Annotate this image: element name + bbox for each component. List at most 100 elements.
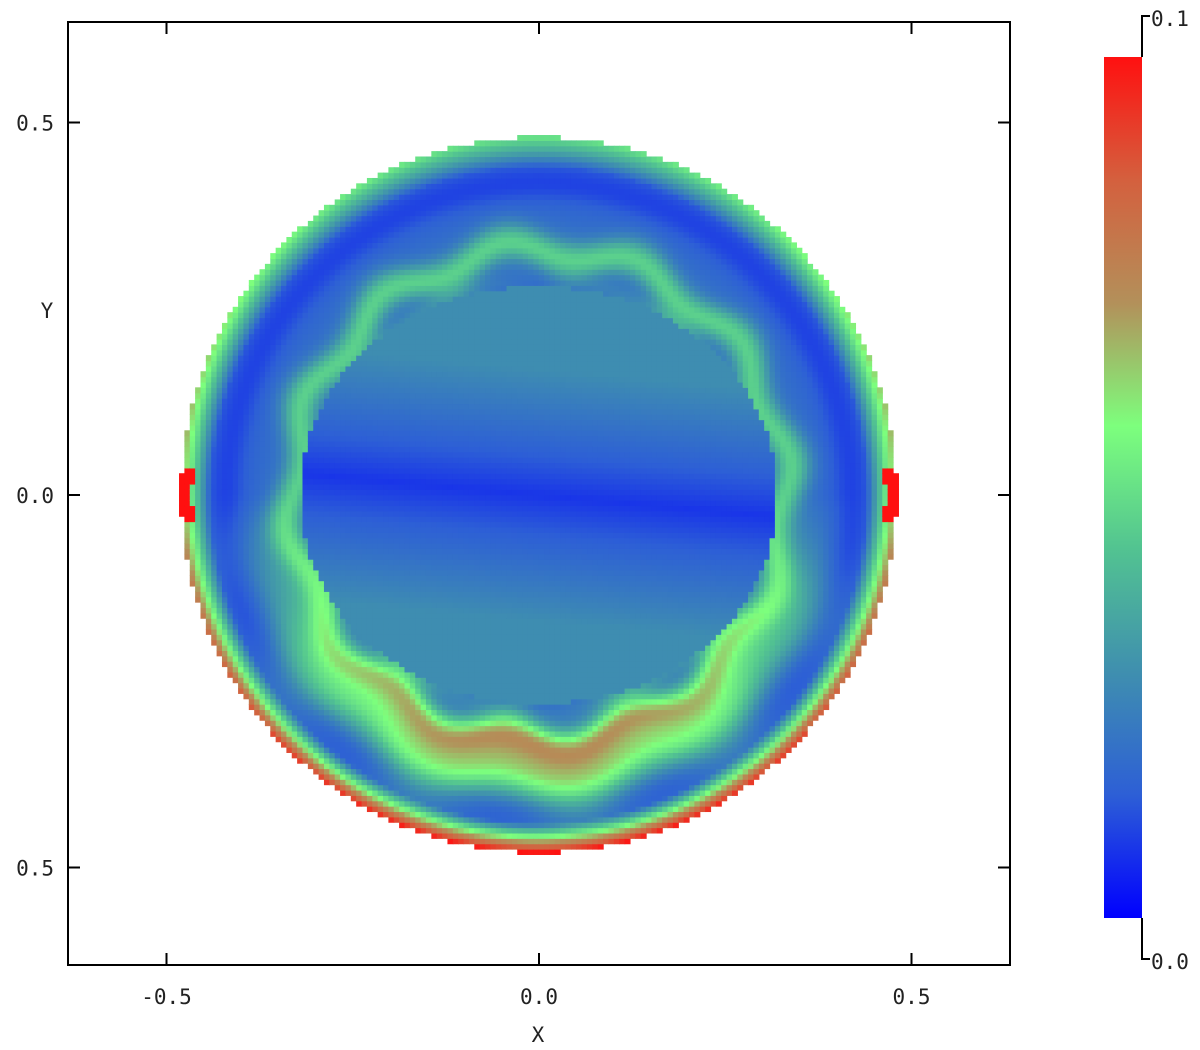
heatmap-cell: [436, 800, 443, 807]
heatmap-cell: [340, 591, 347, 598]
heatmap-cell: [216, 419, 223, 426]
heatmap-cell: [200, 500, 207, 507]
heatmap-cell: [372, 333, 379, 340]
heatmap-cell: [286, 263, 293, 270]
heatmap-cell: [388, 360, 395, 367]
heatmap-cell: [189, 467, 196, 474]
heatmap-cell: [221, 505, 228, 512]
heatmap-cell: [297, 355, 304, 362]
heatmap-cell: [442, 602, 449, 609]
heatmap-cell: [334, 596, 341, 603]
heatmap-cell: [281, 344, 287, 351]
heatmap-cell: [270, 494, 277, 501]
heatmap-cell: [221, 430, 228, 437]
heatmap-cell: [420, 381, 427, 388]
heatmap-cell: [393, 414, 400, 421]
heatmap-cell: [227, 494, 234, 501]
heatmap-cell: [329, 607, 336, 614]
heatmap-cell: [340, 720, 347, 727]
heatmap-cell: [420, 360, 427, 367]
heatmap-cell: [409, 736, 416, 743]
heatmap-cell: [302, 757, 309, 764]
heatmap-cell: [195, 516, 202, 523]
heatmap-cell: [286, 398, 293, 405]
heatmap-cell: [221, 322, 228, 329]
heatmap-cell: [248, 559, 255, 566]
heatmap-cell: [350, 532, 357, 539]
heatmap-cell: [302, 387, 309, 394]
heatmap-cell: [366, 757, 373, 764]
heatmap-cell: [334, 457, 341, 464]
heatmap-cell: [393, 344, 400, 351]
heatmap-cell: [318, 725, 325, 732]
heatmap-cell: [297, 671, 304, 678]
heatmap-cell: [216, 516, 223, 523]
heatmap-cell: [452, 682, 459, 689]
heatmap-cell: [425, 296, 432, 303]
heatmap-cell: [238, 360, 245, 367]
heatmap-cell: [452, 172, 459, 179]
heatmap-cell: [447, 285, 454, 292]
heatmap-cell: [264, 398, 271, 405]
heatmap-cell: [415, 419, 422, 426]
heatmap-cell: [404, 441, 411, 447]
heatmap-cell: [313, 441, 320, 447]
heatmap-cell: [334, 301, 341, 308]
heatmap-cell: [409, 720, 416, 727]
heatmap-cell: [318, 736, 325, 743]
heatmap-cell: [442, 220, 449, 227]
heatmap-cell: [442, 242, 449, 249]
heatmap-cell: [259, 521, 266, 528]
heatmap-cell: [361, 473, 368, 480]
heatmap-cell: [329, 467, 336, 474]
heatmap-cell: [425, 607, 432, 614]
heatmap-cell: [372, 339, 379, 345]
heatmap-cell: [286, 671, 293, 678]
heatmap-cell: [447, 231, 454, 238]
heatmap-cell: [452, 537, 459, 544]
heatmap-cell: [259, 414, 266, 421]
heatmap-cell: [221, 446, 228, 453]
heatmap-cell: [447, 430, 454, 437]
heatmap-cell: [447, 199, 454, 206]
heatmap-cell: [388, 720, 395, 727]
heatmap-cell: [318, 752, 325, 759]
heatmap-cell: [227, 483, 234, 490]
heatmap-cell: [184, 483, 191, 490]
heatmap-cell: [415, 371, 422, 378]
heatmap-cell: [350, 521, 357, 528]
heatmap-cell: [340, 253, 347, 260]
heatmap-cell: [377, 387, 384, 394]
heatmap-cell: [264, 381, 271, 388]
heatmap-cell: [409, 537, 416, 544]
heatmap-cell: [313, 317, 320, 324]
heatmap-cell: [329, 398, 336, 405]
heatmap-cell: [329, 237, 336, 243]
heatmap-cell: [388, 500, 395, 507]
heatmap-cell: [270, 339, 277, 345]
heatmap-cell: [436, 645, 443, 651]
heatmap-cell: [409, 784, 416, 791]
heatmap-cell: [302, 231, 309, 238]
heatmap-cell: [442, 473, 449, 480]
heatmap-cell: [377, 516, 384, 523]
heatmap-cell: [447, 628, 454, 635]
heatmap-cell: [399, 376, 406, 383]
heatmap-cell: [329, 441, 336, 447]
heatmap-cell: [350, 360, 357, 367]
heatmap-cell: [393, 247, 400, 254]
heatmap-cell: [372, 457, 379, 464]
heatmap-cell: [399, 569, 406, 576]
heatmap-cell: [447, 811, 454, 818]
heatmap-cell: [404, 333, 411, 340]
heatmap-cell: [302, 623, 309, 630]
heatmap-cell: [366, 628, 373, 635]
heatmap-cell: [281, 500, 287, 507]
heatmap-cell: [232, 628, 239, 635]
heatmap-cell: [372, 671, 379, 678]
heatmap-cell: [366, 344, 373, 351]
heatmap-cell: [302, 317, 309, 324]
heatmap-cell: [388, 666, 395, 673]
heatmap-cell: [366, 247, 373, 254]
heatmap-cell: [420, 365, 427, 372]
